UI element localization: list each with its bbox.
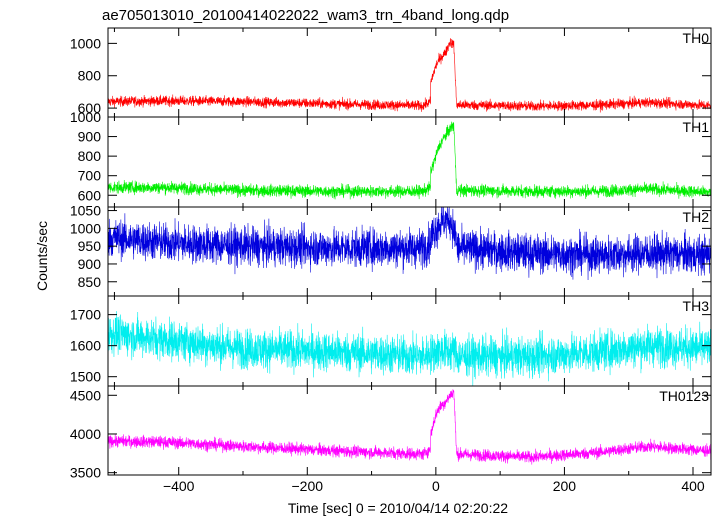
y-tick-label: 1000 [70, 35, 101, 51]
panel-th0: 600 800 1000 TH0 [70, 27, 712, 118]
y-tick-label: 1000 [70, 220, 101, 236]
y-tick-label: 1050 [70, 203, 101, 219]
series-label-th3: TH3 [683, 298, 710, 314]
panel-th3: 1500 1600 1700 TH3 [70, 295, 712, 387]
series-label-th1: TH1 [683, 119, 710, 135]
series-line-th0123 [107, 389, 712, 465]
y-axis-label: Counts/sec [34, 221, 50, 291]
y-tick-label: 3500 [70, 465, 101, 481]
panels-group: 600 800 1000 TH0 600 700 800 900 1000 TH1 850 900 95… [70, 27, 712, 494]
y-tick-label: 900 [78, 256, 102, 272]
x-tick-label: −200 [292, 478, 324, 494]
series-line-th1 [107, 121, 712, 200]
series-label-th0123: TH0123 [659, 388, 709, 404]
series-line-th2 [107, 206, 712, 281]
x-tick-label: 0 [432, 478, 440, 494]
x-tick-label: 200 [553, 478, 577, 494]
chart-title: ae705013010_20100414022022_wam3_trn_4ban… [102, 7, 509, 24]
x-axis-label: Time [sec] 0 = 2010/04/14 02:20:22 [288, 500, 508, 516]
y-tick-label: 4000 [70, 426, 101, 442]
y-tick-label: 1000 [70, 109, 101, 125]
series-label-th0: TH0 [683, 30, 710, 46]
y-tick-label: 950 [78, 238, 102, 254]
x-tick-label: −400 [163, 478, 195, 494]
y-tick-label: 600 [78, 187, 102, 203]
series-label-th2: TH2 [683, 209, 710, 225]
series-line-th0 [107, 38, 712, 113]
y-tick-label: 700 [78, 168, 102, 184]
y-tick-label: 4500 [70, 387, 101, 403]
y-tick-label: 1700 [70, 307, 101, 323]
panel-th1: 600 700 800 900 1000 TH1 [70, 109, 712, 208]
y-tick-label: 1500 [70, 369, 101, 385]
x-tick-label: 400 [681, 478, 705, 494]
y-tick-label: 600 [78, 100, 102, 116]
y-tick-label: 800 [78, 148, 102, 164]
y-tick-label: 850 [78, 274, 102, 290]
series-line-th3 [107, 311, 712, 386]
panel-frame [107, 385, 712, 476]
y-tick-label: 900 [78, 129, 102, 145]
panel-th0123: 3500 4000 4500 TH0123 [70, 385, 712, 481]
y-tick-label: 1600 [70, 338, 101, 354]
y-tick-label: 800 [78, 68, 102, 84]
